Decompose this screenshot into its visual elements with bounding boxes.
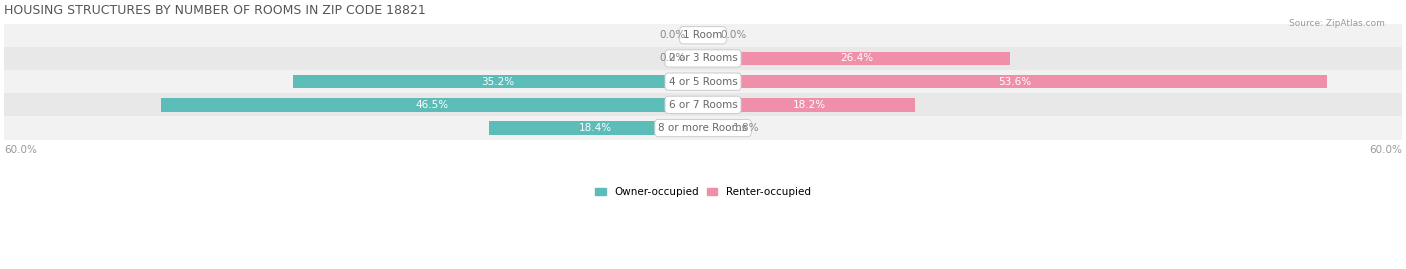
Text: 35.2%: 35.2%: [481, 77, 515, 87]
Text: 1.8%: 1.8%: [734, 123, 759, 133]
Text: 6 or 7 Rooms: 6 or 7 Rooms: [669, 100, 737, 110]
Text: 0.0%: 0.0%: [659, 54, 686, 63]
Text: Source: ZipAtlas.com: Source: ZipAtlas.com: [1289, 19, 1385, 28]
Bar: [703, 75, 1327, 89]
Text: 2 or 3 Rooms: 2 or 3 Rooms: [669, 54, 737, 63]
Bar: [162, 98, 703, 112]
Bar: [4, 93, 1402, 116]
Text: 60.0%: 60.0%: [1369, 146, 1402, 155]
Bar: [489, 121, 703, 135]
Text: 53.6%: 53.6%: [998, 77, 1032, 87]
Bar: [4, 70, 1402, 93]
Text: 26.4%: 26.4%: [841, 54, 873, 63]
Text: 8 or more Rooms: 8 or more Rooms: [658, 123, 748, 133]
Text: 0.0%: 0.0%: [659, 30, 686, 40]
Bar: [4, 24, 1402, 47]
Text: 0.0%: 0.0%: [720, 30, 747, 40]
Bar: [703, 121, 724, 135]
Text: 18.4%: 18.4%: [579, 123, 613, 133]
Bar: [703, 52, 1011, 65]
Legend: Owner-occupied, Renter-occupied: Owner-occupied, Renter-occupied: [595, 187, 811, 197]
Bar: [4, 47, 1402, 70]
Text: 4 or 5 Rooms: 4 or 5 Rooms: [669, 77, 737, 87]
Text: 46.5%: 46.5%: [416, 100, 449, 110]
Bar: [292, 75, 703, 89]
Text: 60.0%: 60.0%: [4, 146, 37, 155]
Text: 18.2%: 18.2%: [793, 100, 825, 110]
Text: HOUSING STRUCTURES BY NUMBER OF ROOMS IN ZIP CODE 18821: HOUSING STRUCTURES BY NUMBER OF ROOMS IN…: [4, 4, 426, 17]
Bar: [703, 98, 915, 112]
Bar: [4, 116, 1402, 140]
Text: 1 Room: 1 Room: [683, 30, 723, 40]
